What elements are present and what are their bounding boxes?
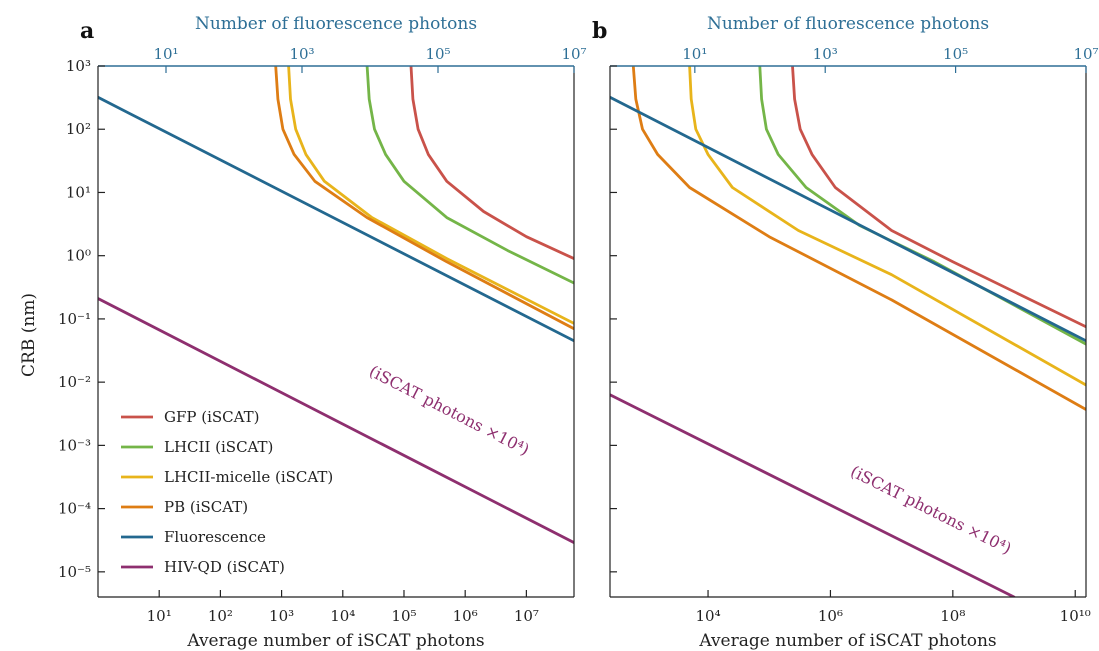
legend: GFP (iSCAT) LHCII (iSCAT) LHCII-micelle (i… <box>121 408 333 576</box>
panel-b: 10⁴ 10⁶ 10⁸ 10¹⁰ 10¹ 10³ 10⁵ 10⁷ Average number … <box>592 14 1099 651</box>
series-line-lhcii-micelle-iscat <box>287 66 574 325</box>
x2-axis-label: Number of fluorescence photons <box>195 14 477 34</box>
x2-tick-label: 10¹ <box>153 45 178 63</box>
legend-label: HIV-QD (iSCAT) <box>164 558 285 576</box>
series-line-lhcii-micelle-iscat <box>688 66 1086 387</box>
x2-tick-label: 10⁵ <box>943 45 968 63</box>
x-axis-label: Average number of iSCAT photons <box>698 631 996 651</box>
x-tick-label: 10⁴ <box>330 607 355 625</box>
y-tick-label: 10¹ <box>66 183 91 201</box>
x2-tick-label: 10⁵ <box>425 45 450 63</box>
x2-tick-label: 10¹ <box>682 45 707 63</box>
y-tick-label: 10⁻⁴ <box>58 500 91 518</box>
x-tick-label: 10⁷ <box>514 607 539 625</box>
x-tick-label: 10⁸ <box>940 607 965 625</box>
series-line-fluorescence <box>610 95 1086 343</box>
panel-letter: a <box>80 18 94 44</box>
legend-label: LHCII (iSCAT) <box>164 438 273 456</box>
x-tick-label: 10¹⁰ <box>1060 607 1091 625</box>
series-group <box>610 66 1086 597</box>
series-line-hiv-qd-iscat <box>98 297 574 544</box>
series-line-gfp-iscat <box>791 66 1086 329</box>
series-line-pb-iscat <box>631 66 1086 411</box>
x-tick-label: 10⁶ <box>453 607 478 625</box>
legend-label: PB (iSCAT) <box>164 498 248 516</box>
legend-label: Fluorescence <box>164 528 266 546</box>
x-tick-label: 10⁵ <box>391 607 416 625</box>
x2-axis-label: Number of fluorescence photons <box>707 14 989 34</box>
x-tick-label: 10⁴ <box>695 607 720 625</box>
y-tick-label: 10⁻³ <box>58 436 91 454</box>
series-line-hiv-qd-iscat <box>610 393 1016 597</box>
series-group <box>98 66 574 544</box>
y-tick-label: 10⁻¹ <box>58 310 91 328</box>
x-tick-label: 10² <box>208 607 233 625</box>
series-line-pb-iscat <box>274 66 574 331</box>
y-tick-label: 10⁰ <box>66 247 91 265</box>
x-tick-label: 10⁶ <box>818 607 843 625</box>
x-axis-label: Average number of iSCAT photons <box>186 631 484 651</box>
x-tick-label: 10³ <box>269 607 294 625</box>
panel-letter: b <box>592 18 607 44</box>
y-tick-label: 10² <box>66 120 91 138</box>
x2-tick-label: 10⁷ <box>1073 45 1098 63</box>
y-tick-label: 10⁻² <box>58 373 91 391</box>
annotation-iscat-scale: (iSCAT photons ×10⁴) <box>366 361 532 459</box>
y-axis-label: CRB (nm) <box>19 293 39 377</box>
x-tick-label: 10¹ <box>147 607 172 625</box>
annotation-iscat-scale: (iSCAT photons ×10⁴) <box>847 462 1014 558</box>
panel-a: 10¹ 10² 10³ 10⁴ 10⁵ 10⁶ 10⁷ 10¹ 10³ 10⁵ 10⁷ 10⁻⁵ 10⁻… <box>58 14 587 651</box>
series-line-gfp-iscat <box>409 66 574 261</box>
series-line-fluorescence <box>98 95 574 343</box>
y-tick-label: 10⁻⁵ <box>58 563 91 581</box>
series-line-lhcii-iscat <box>365 66 574 285</box>
y-tick-label: 10³ <box>66 57 91 75</box>
legend-label: GFP (iSCAT) <box>164 408 260 426</box>
legend-label: LHCII-micelle (iSCAT) <box>164 468 333 486</box>
x2-tick-label: 10³ <box>289 45 314 63</box>
x2-tick-label: 10³ <box>813 45 838 63</box>
x2-tick-label: 10⁷ <box>561 45 586 63</box>
